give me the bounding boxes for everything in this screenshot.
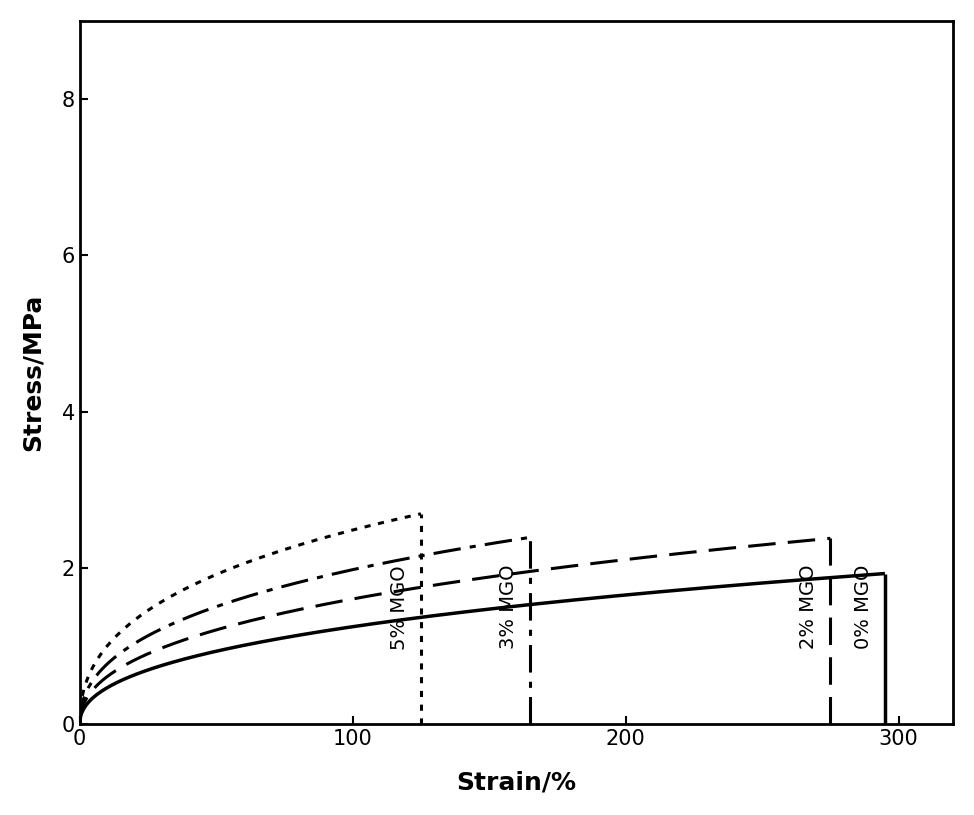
- Text: 5% MGO: 5% MGO: [390, 565, 408, 650]
- Y-axis label: Stress/MPa: Stress/MPa: [20, 294, 45, 452]
- Text: 2% MGO: 2% MGO: [799, 565, 818, 650]
- Text: 0% MGO: 0% MGO: [853, 565, 873, 650]
- Text: 3% MGO: 3% MGO: [499, 565, 518, 650]
- X-axis label: Strain/%: Strain/%: [457, 770, 577, 794]
